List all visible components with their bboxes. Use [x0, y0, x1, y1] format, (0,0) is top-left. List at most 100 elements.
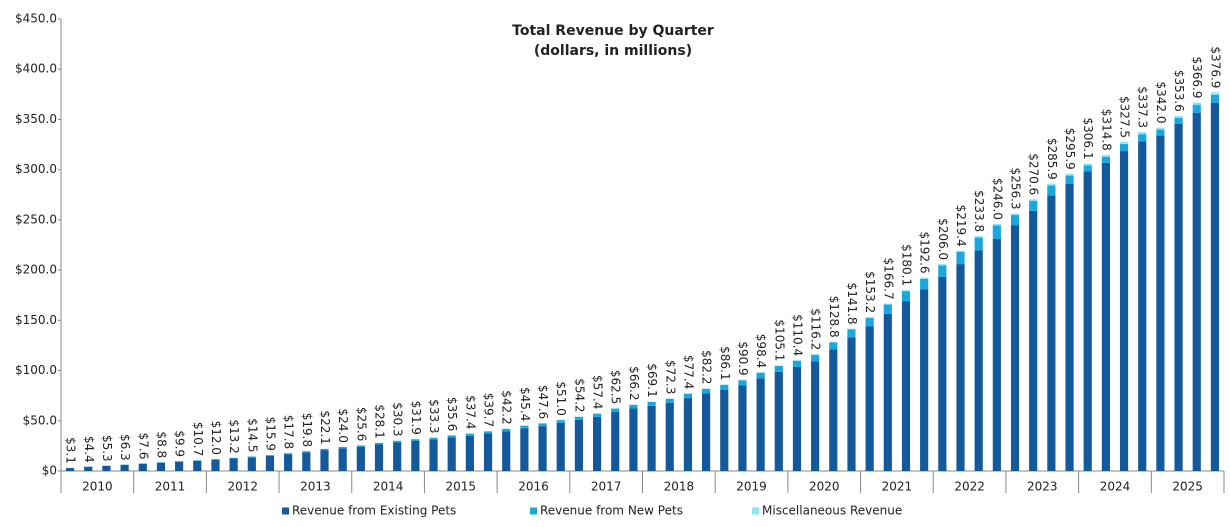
y-tick-label: $300.0: [15, 162, 57, 176]
bar-segment: [847, 329, 856, 338]
bar-segment: [1174, 115, 1183, 118]
bar-segment: [1010, 215, 1020, 226]
x-group-label: 2024: [1100, 480, 1131, 494]
total-label: $57.4: [591, 375, 605, 409]
bar-segment: [792, 360, 802, 361]
total-label: $246.0: [990, 178, 1004, 220]
total-label: $166.7: [881, 258, 895, 300]
x-group-label: 2013: [300, 480, 331, 494]
bar-segment: [502, 431, 511, 471]
y-tick-label: $400.0: [15, 62, 57, 76]
x-group-label: 2012: [227, 480, 258, 494]
bar-segment: [720, 385, 729, 390]
bar-segment: [774, 365, 783, 367]
bar-segment: [302, 452, 311, 471]
y-tick-label: $350.0: [15, 112, 57, 126]
x-group-label: 2010: [82, 480, 113, 494]
total-label: $37.4: [463, 395, 477, 429]
y-tick-label: $150.0: [15, 313, 57, 327]
bar-segment: [592, 416, 602, 471]
x-group-label: 2015: [446, 480, 477, 494]
total-label: $192.6: [918, 232, 932, 274]
bar-segment: [756, 372, 765, 379]
bar-segment: [1192, 112, 1201, 472]
bar-segment: [974, 236, 983, 238]
y-tick-label: $100.0: [15, 363, 57, 377]
bar-segment: [974, 237, 983, 251]
total-label: $4.4: [82, 436, 96, 463]
total-label: $233.8: [972, 190, 986, 232]
legend-label: Revenue from Existing Pets: [292, 504, 456, 518]
total-label: $141.8: [845, 283, 859, 325]
total-label: $15.9: [263, 417, 277, 451]
total-label: $28.1: [373, 404, 387, 438]
legend-swatch: [282, 507, 289, 515]
bar-segment: [1138, 141, 1147, 471]
bar-segment: [1029, 199, 1038, 201]
bar-segment: [992, 223, 1001, 226]
bar-segment: [374, 442, 384, 445]
bar-segment: [992, 225, 1001, 239]
x-group-label: 2020: [809, 480, 840, 494]
x-group-label: 2019: [736, 480, 767, 494]
bar-segment: [265, 456, 275, 471]
total-label: $14.5: [245, 418, 259, 452]
x-group-label: 2025: [1172, 480, 1203, 494]
bar-segment: [1010, 225, 1020, 471]
bar-segment: [338, 446, 347, 449]
total-label: $24.0: [336, 409, 350, 443]
bar-segment: [538, 426, 547, 471]
bar-segment: [611, 408, 620, 413]
bar-segment: [538, 423, 547, 427]
bar-segment: [393, 440, 402, 443]
bar-segment: [629, 404, 638, 409]
bar-segment: [829, 349, 838, 471]
bar-segment: [702, 388, 711, 389]
bar-segment: [811, 361, 820, 471]
x-group-label: 2014: [373, 480, 404, 494]
total-label: $13.2: [227, 419, 241, 453]
bar-segment: [102, 465, 111, 471]
bar-segment: [356, 446, 365, 471]
total-label: $42.2: [500, 390, 514, 424]
bar-segment: [247, 456, 256, 458]
bar-segment: [193, 460, 202, 461]
bar-segment: [702, 388, 711, 394]
bar-segment: [847, 328, 856, 330]
bar-segment: [811, 354, 820, 355]
bar-segment: [956, 264, 965, 471]
bar-segment: [738, 380, 747, 386]
bar-segment: [1119, 142, 1129, 145]
bar-segment: [120, 464, 129, 471]
bar-segment: [411, 439, 420, 441]
total-label: $3.1: [64, 437, 78, 464]
bar-segment: [1047, 185, 1056, 196]
bar-segment: [901, 301, 911, 471]
total-label: $314.8: [1099, 109, 1113, 151]
bar-segment: [629, 408, 638, 471]
total-label: $337.3: [1136, 86, 1150, 128]
bar-segment: [829, 342, 838, 350]
total-label: $128.8: [827, 296, 841, 338]
total-label: $7.6: [136, 433, 150, 460]
legend-swatch: [530, 507, 537, 515]
bar-segment: [811, 354, 820, 362]
bar-segment: [229, 458, 238, 471]
bar-segment: [938, 276, 947, 471]
bar-segment: [901, 290, 911, 292]
total-label: $110.4: [790, 314, 804, 356]
y-tick-label: $450.0: [15, 12, 57, 26]
bar-segment: [720, 384, 729, 386]
bar-segment: [1029, 210, 1038, 472]
total-label: $82.2: [700, 350, 714, 384]
total-label: $54.2: [572, 378, 586, 412]
total-label: $62.5: [609, 370, 623, 404]
bar-segment: [265, 455, 275, 457]
bar-segment: [302, 451, 311, 453]
total-label: $98.4: [754, 334, 768, 368]
total-label: $219.4: [954, 205, 968, 247]
y-tick-label: $250.0: [15, 212, 57, 226]
bar-segment: [574, 419, 583, 471]
bar-segment: [665, 398, 674, 403]
bar-segment: [84, 466, 93, 471]
